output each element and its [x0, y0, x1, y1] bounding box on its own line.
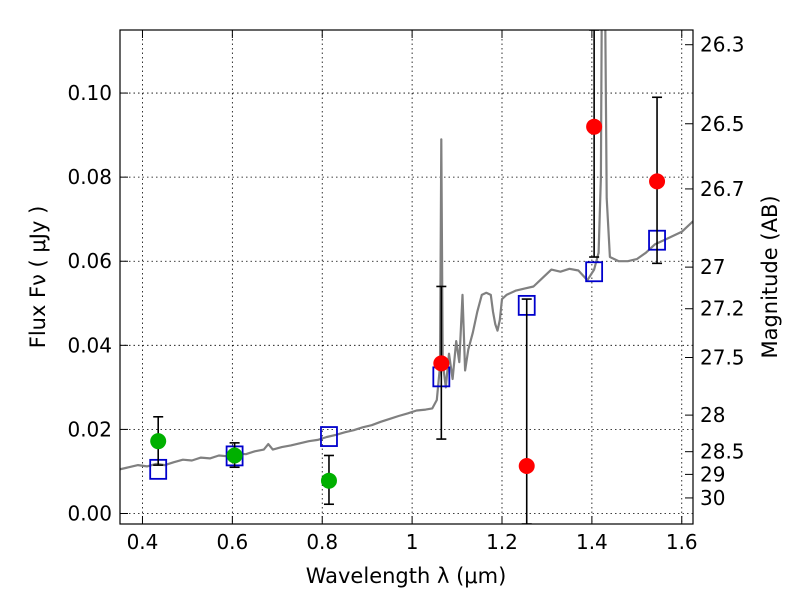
upper-band-point — [586, 118, 603, 135]
detection-point — [150, 433, 167, 450]
y2-tick-label: 27 — [700, 255, 725, 279]
x-tick-label: 1 — [406, 530, 419, 554]
y2-axis-title: Magnitude (AB) — [758, 195, 782, 358]
y-tick-label: 0.00 — [67, 501, 112, 525]
y2-tick-label: 26.3 — [700, 33, 745, 57]
y-tick-label: 0.04 — [67, 333, 112, 357]
x-tick-label: 0.6 — [216, 530, 248, 554]
y-tick-label: 0.10 — [67, 81, 112, 105]
y2-tick-label: 28.5 — [700, 440, 745, 464]
x-tick-label: 0.4 — [127, 530, 159, 554]
y-tick-label: 0.06 — [67, 249, 112, 273]
x-tick-label: 0.8 — [306, 530, 338, 554]
y-axis-title: Flux Fν ( μJy ) — [26, 206, 50, 349]
grid — [120, 30, 693, 524]
y2-tick-label: 30 — [700, 486, 725, 510]
plot-area — [120, 30, 693, 524]
y-tick-label: 0.02 — [67, 417, 112, 441]
detection-point — [226, 447, 243, 464]
y2-tick-label: 26.5 — [700, 112, 745, 136]
y2-tick-label: 29 — [700, 462, 725, 486]
model-photometry-marker — [320, 426, 338, 447]
x-tick-label: 1.4 — [576, 530, 608, 554]
y-tick-label: 0.08 — [67, 165, 112, 189]
x-tick-label: 1.2 — [486, 530, 518, 554]
x-axis-title: Wavelength λ (μm) — [306, 564, 507, 588]
upper-band-point — [433, 355, 450, 372]
detection-point — [320, 472, 337, 489]
y2-tick-label: 27.2 — [700, 297, 745, 321]
y2-tick-label: 28 — [700, 403, 725, 427]
y2-tick-label: 26.7 — [700, 177, 745, 201]
y2-tick-label: 27.5 — [700, 346, 745, 370]
plot-frame — [119, 29, 694, 525]
upper-band-point — [649, 173, 666, 190]
axes-ticks: 0.4 0.6 0.8 1 1.2 1.4 1.6 0.00 0.02 0.04 0.06 0.08 0… — [67, 30, 745, 554]
x-tick-label: 1.6 — [666, 530, 698, 554]
upper-band-point — [518, 457, 535, 474]
model-photometry-marker — [585, 261, 604, 283]
model-spectrum-line — [120, 30, 693, 471]
